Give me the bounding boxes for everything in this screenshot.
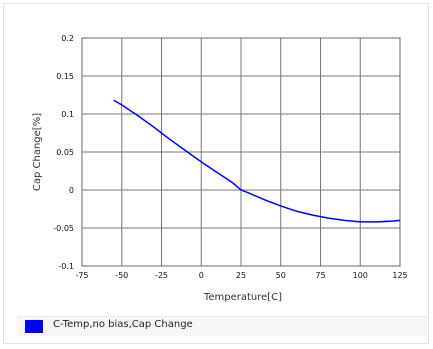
chart-legend: C-Temp,no bias,Cap Change [17,316,427,336]
legend-label: C-Temp,no bias,Cap Change [53,319,193,330]
y-tick-label: 0.1 [61,110,74,119]
x-tick-label: 0 [199,271,204,280]
y-tick-label: -0.1 [58,262,74,271]
y-tick-label: 0 [69,186,74,195]
series-line-c-temp [113,99,401,223]
y-tick-label: 0.05 [56,148,74,157]
chart-frame [3,3,429,344]
x-axis-label: Temperature[C] [203,292,282,303]
y-tick-label: -0.05 [53,224,74,233]
x-axis-ticks: -75 -50 -25 0 25 50 75 100 125 [75,271,407,280]
x-tick-label: -50 [115,271,128,280]
x-tick-label: 50 [276,271,286,280]
x-tick-label: 100 [353,271,368,280]
legend-swatch [25,320,43,333]
y-axis-label: Cap Change[%] [32,113,43,191]
plot-area [81,37,401,267]
x-tick-label: 25 [236,271,246,280]
y-tick-label: 0.15 [56,72,74,81]
x-tick-label: -75 [75,271,88,280]
y-tick-label: 0.2 [61,34,74,43]
x-tick-label: -25 [155,271,168,280]
x-tick-label: 125 [392,271,407,280]
y-axis-ticks: 0.2 0.15 0.1 0.05 0 -0.05 -0.1 [53,34,74,271]
x-tick-label: 75 [315,271,325,280]
chart-grid [81,37,401,267]
